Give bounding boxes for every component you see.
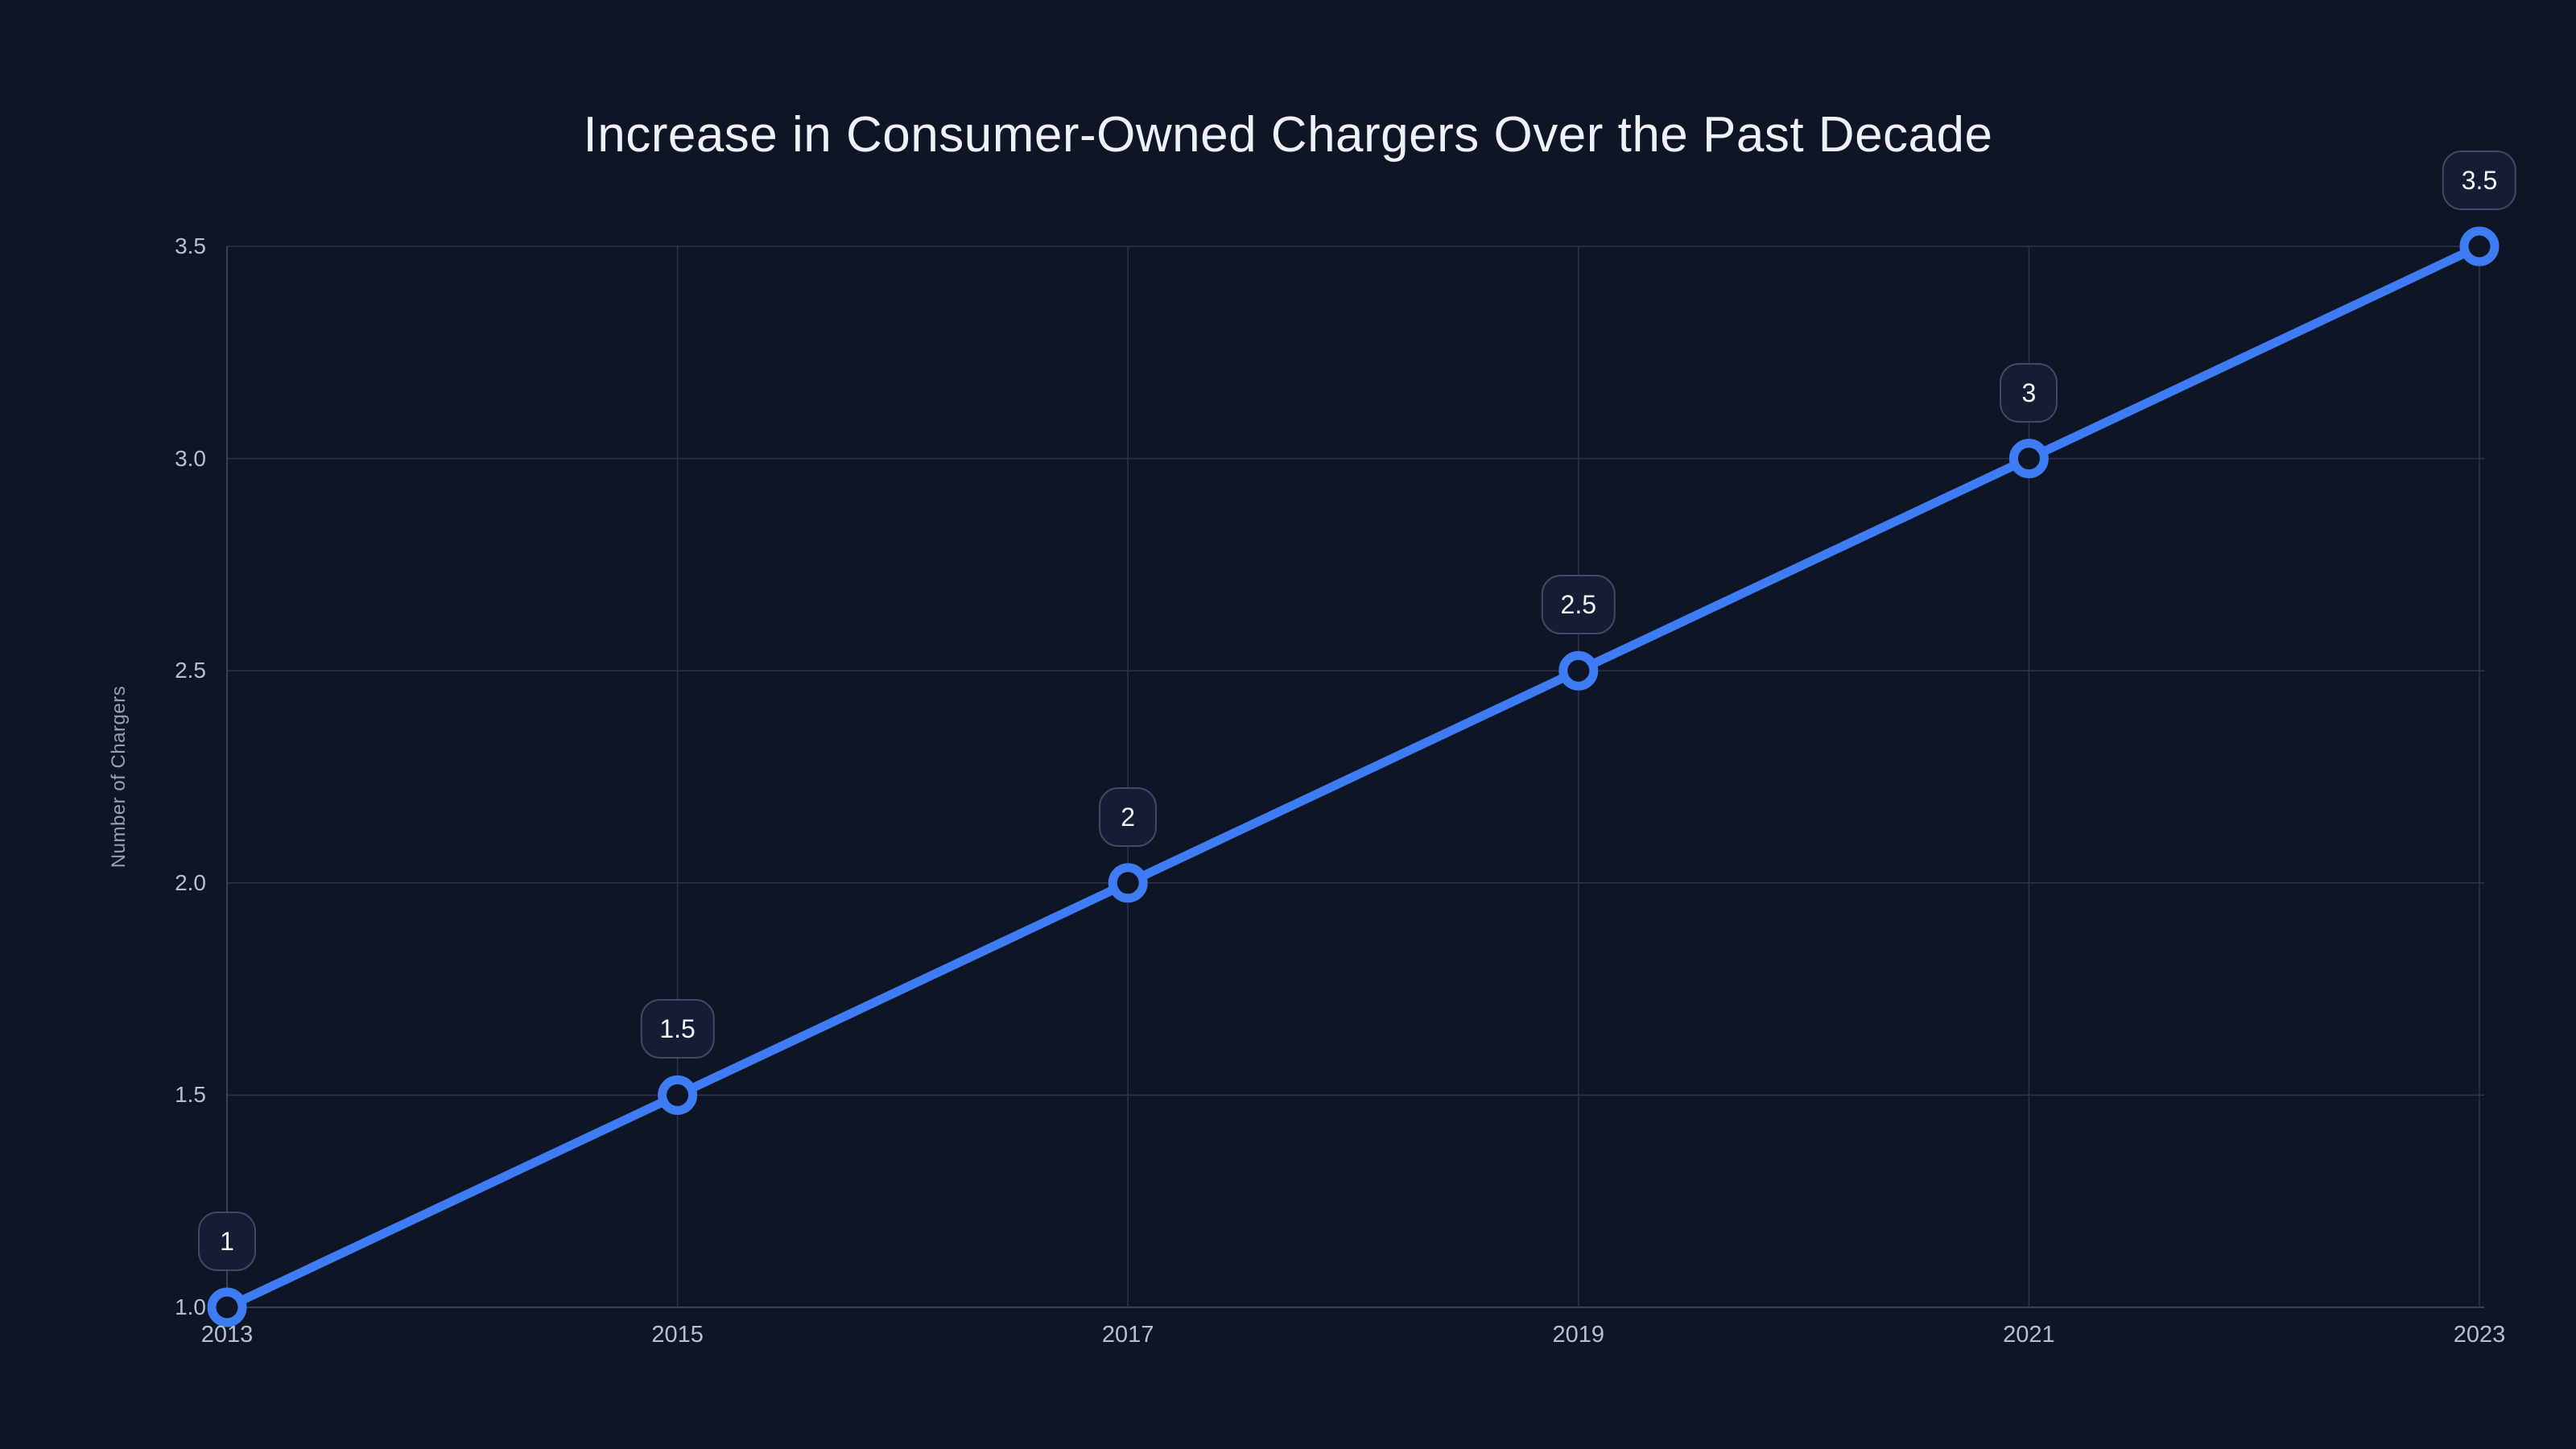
point-label-2015: 1.5	[640, 999, 715, 1059]
chart-title: Increase in Consumer-Owned Chargers Over…	[583, 107, 1993, 163]
y-tick-3.0: 3.0	[175, 445, 206, 471]
data-point-2015[interactable]	[658, 1075, 698, 1115]
x-tick-2023: 2023	[2453, 1322, 2506, 1348]
y-tick-2.5: 2.5	[175, 658, 206, 683]
y-tick-1.0: 1.0	[175, 1294, 206, 1319]
data-point-2013[interactable]	[207, 1287, 247, 1327]
point-label-2019: 2.5	[1541, 575, 1616, 635]
data-point-2017[interactable]	[1108, 863, 1148, 903]
x-tick-2019: 2019	[1552, 1322, 1605, 1348]
x-tick-2021: 2021	[2003, 1322, 2055, 1348]
x-tick-2017: 2017	[1101, 1322, 1154, 1348]
point-label-2013: 1	[198, 1212, 256, 1271]
data-point-2021[interactable]	[2008, 439, 2049, 479]
point-label-2021: 3	[2000, 362, 2058, 423]
data-point-2019[interactable]	[1558, 650, 1599, 691]
y-tick-3.5: 3.5	[175, 233, 206, 258]
point-label-2023: 3.5	[2442, 151, 2517, 210]
data-point-2023[interactable]	[2459, 226, 2500, 266]
line-series	[222, 242, 2484, 1312]
y-tick-1.5: 1.5	[175, 1082, 206, 1108]
point-label-2017: 2	[1099, 786, 1158, 847]
x-tick-2013: 2013	[200, 1322, 254, 1348]
y-tick-2.0: 2.0	[175, 869, 206, 895]
x-tick-2015: 2015	[651, 1322, 704, 1348]
